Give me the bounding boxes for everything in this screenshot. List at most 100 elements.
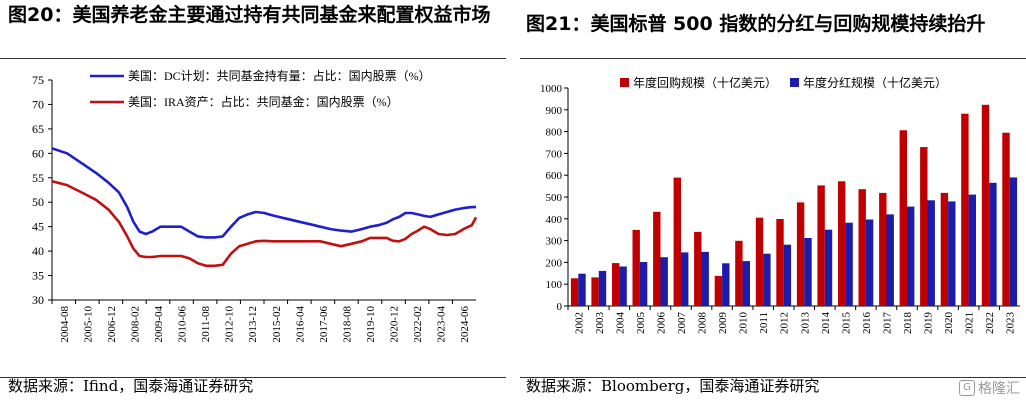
y-tick-label: 700 — [546, 148, 563, 160]
dividend-bar — [907, 206, 915, 306]
buyback-bar — [755, 217, 764, 306]
dividend-bar — [701, 251, 709, 306]
x-tick-label: 2016-04 — [294, 306, 306, 343]
x-tick-label: 2002 — [573, 312, 585, 334]
x-tick-label: 2014 — [820, 312, 832, 335]
dc-series-line — [51, 147, 476, 239]
x-tick-label: 2009 — [717, 312, 729, 335]
x-tick-label: 2006-12 — [106, 306, 118, 343]
left-chart-title: 图20：美国养老金主要通过持有共同基金来配置权益市场 — [8, 4, 491, 26]
buyback-bar — [570, 278, 579, 306]
x-tick-label: 2006 — [655, 312, 667, 335]
y-tick-label: 55 — [32, 171, 44, 185]
y-tick-label: 200 — [546, 257, 563, 269]
dividend-bar — [865, 219, 874, 306]
left-title-divider — [0, 58, 506, 59]
buyback-bar — [694, 231, 702, 306]
x-tick-label: 2017-06 — [318, 306, 330, 343]
dividend-bar — [763, 253, 771, 306]
dividend-bar — [1009, 177, 1018, 306]
buyback-bar — [673, 177, 681, 306]
dividend-bar — [722, 263, 730, 306]
x-tick-label: 2015 — [840, 312, 852, 335]
x-tick-label: 2023 — [1005, 312, 1017, 335]
x-tick-label: 2013-12 — [247, 306, 259, 343]
buyback-bar — [1002, 132, 1010, 306]
y-tick-label: 40 — [32, 244, 44, 258]
x-tick-label: 2005-10 — [82, 306, 94, 343]
y-tick-label: 600 — [546, 170, 563, 182]
legend-label: 美国：IRA资产：占比：共同基金：国内股票（%） — [128, 94, 399, 109]
x-tick-label: 2011-08 — [200, 306, 212, 343]
legend-label: 美国：DC计划：共同基金持有量：占比：国内股票（%） — [128, 68, 431, 83]
x-tick-label: 2022-02 — [412, 306, 424, 343]
dividend-bar — [845, 222, 853, 306]
right-chart-title: 图21：美国标普 500 指数的分红与回购规模持续抬升 — [526, 13, 986, 35]
y-tick-label: 65 — [32, 122, 44, 136]
bar-chart: 0 100 200 300 400 500 600 700 800 900 1000 2002 2003… — [540, 75, 1020, 335]
y-tick-label: 1000 — [540, 83, 563, 95]
x-tick-label: 2017 — [881, 312, 893, 335]
right-chart-panel: 图21：美国标普 500 指数的分红与回购规模持续抬升 0 100 200 300 40… — [520, 0, 1026, 402]
left-source-divider — [0, 377, 506, 378]
left-source-note: 数据来源：Ifind，国泰海通证券研究 — [8, 377, 254, 395]
buyback-bar — [899, 130, 907, 306]
x-tick-label: 2007 — [676, 312, 688, 335]
watermark-logo-icon: G — [959, 380, 975, 396]
x-tick-label: 2020 — [943, 312, 955, 335]
y-tick-label: 70 — [32, 97, 44, 111]
dividend-bar — [742, 261, 750, 306]
legend-label: 年度回购规模（十亿美元） — [633, 75, 777, 90]
dividend-bar — [948, 201, 956, 306]
buyback-bar — [714, 275, 723, 306]
x-tick-label: 2010 — [738, 312, 750, 335]
dividend-bar — [598, 270, 607, 306]
buyback-bar — [776, 219, 784, 306]
x-tick-label: 2003 — [594, 312, 606, 335]
x-tick-label: 2004 — [614, 312, 626, 335]
x-tick-label: 2008 — [697, 312, 709, 335]
buyback-bar — [961, 113, 969, 306]
y-tick-label: 300 — [546, 236, 563, 248]
dividend-bar — [886, 214, 894, 306]
buyback-bar — [735, 240, 743, 306]
x-tick-label: 2008-02 — [129, 306, 141, 343]
x-tick-label: 2009-04 — [153, 306, 165, 343]
line-chart: 30 35 40 45 50 55 60 65 70 75 2004-08 2005-10 2006-1… — [32, 68, 478, 343]
x-tick-label: 2011 — [758, 312, 770, 334]
x-tick-label: 2013 — [799, 312, 811, 335]
dividend-bar — [927, 200, 935, 306]
y-tick-label: 500 — [546, 192, 563, 204]
buyback-bar — [612, 263, 620, 306]
x-tick-label: 2012-10 — [224, 306, 236, 343]
y-tick-label: 900 — [546, 105, 563, 117]
y-tick-label: 60 — [32, 146, 44, 160]
right-title-divider — [520, 58, 1026, 59]
x-tick-label: 2015-02 — [271, 306, 283, 343]
ira-series-line — [51, 179, 478, 268]
buyback-bar — [632, 229, 640, 306]
x-tick-label: 2004-08 — [59, 306, 71, 343]
y-tick-label: 35 — [32, 269, 44, 283]
buyback-bar — [796, 202, 805, 306]
dividend-bar — [989, 182, 997, 306]
y-tick-label: 0 — [557, 301, 563, 313]
left-chart-panel: 图20：美国养老金主要通过持有共同基金来配置权益市场 30 35 40 45 50 55 6… — [0, 0, 506, 402]
dividend-bar — [660, 257, 668, 306]
x-tick-label: 2024-06 — [459, 306, 471, 343]
x-tick-label: 2023-04 — [436, 306, 448, 343]
legend-swatch — [790, 78, 799, 87]
dividend-bar — [824, 229, 833, 306]
x-tick-label: 2020-12 — [389, 306, 401, 343]
x-tick-label: 2010-06 — [177, 306, 189, 343]
x-tick-label: 2018 — [902, 312, 914, 335]
buyback-bar — [981, 104, 990, 306]
dividend-bar — [578, 273, 586, 306]
buyback-bar — [653, 211, 661, 306]
dividend-bar — [968, 194, 976, 306]
buyback-bar — [940, 192, 949, 306]
y-tick-label: 800 — [546, 127, 563, 139]
x-tick-label: 2018-08 — [341, 306, 353, 343]
dividend-bar — [783, 244, 792, 306]
buyback-bar — [591, 277, 599, 306]
